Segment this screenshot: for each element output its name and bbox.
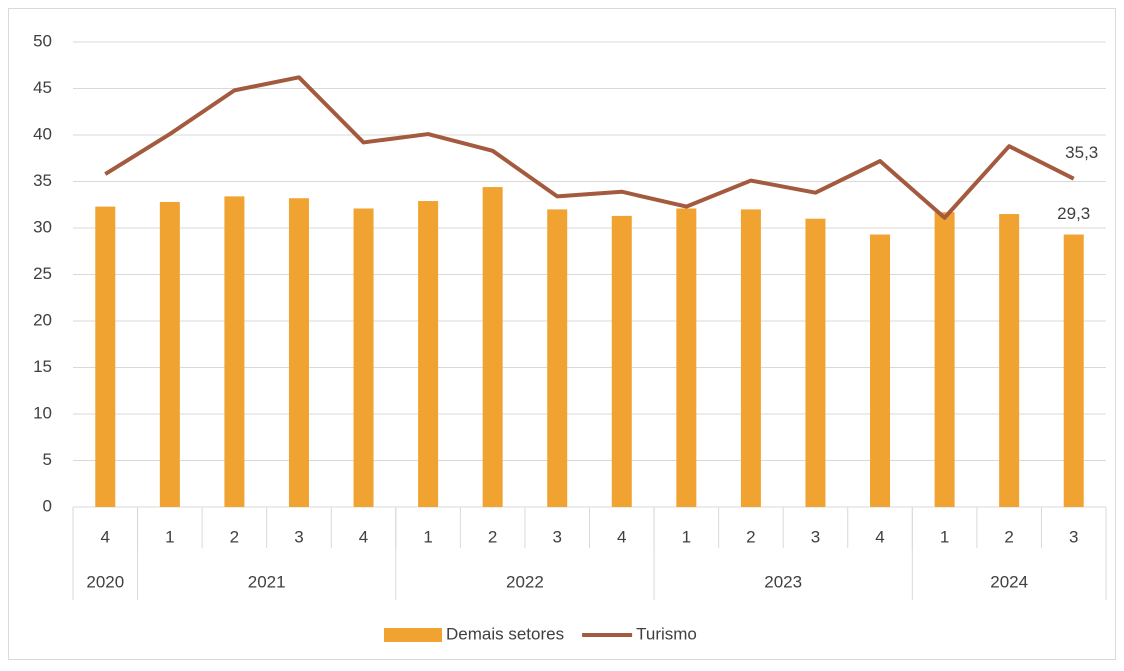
bar: [676, 208, 697, 507]
y-tick-label: 25: [33, 264, 52, 283]
y-tick-label: 20: [33, 310, 52, 329]
bar: [95, 206, 116, 508]
x-tick-label: 3: [552, 527, 561, 546]
x-tick-label: 1: [423, 527, 432, 546]
bar: [482, 187, 503, 507]
year-label: 2023: [764, 572, 802, 591]
x-tick-label: 4: [617, 527, 626, 546]
bar: [805, 218, 826, 507]
line: [104, 75, 1075, 220]
x-tick-label: 3: [811, 527, 820, 546]
y-tick-label: 35: [33, 171, 52, 190]
bar: [999, 214, 1020, 508]
x-tick-label: 1: [165, 527, 174, 546]
y-tick-label: 10: [33, 403, 52, 422]
bar: [611, 215, 632, 507]
x-tick-label: 2: [746, 527, 755, 546]
data-label: 35,3: [1065, 143, 1098, 162]
y-tick-label: 40: [33, 124, 52, 143]
bar: [870, 234, 891, 507]
bar: [418, 201, 439, 507]
x-tick-label: 2: [1004, 527, 1013, 546]
bar: [224, 196, 245, 507]
x-tick-label: 1: [682, 527, 691, 546]
legend-label: Demais setores: [446, 624, 564, 643]
y-tick-label: 5: [43, 450, 52, 469]
bar: [547, 209, 568, 507]
bar: [934, 212, 955, 507]
x-tick-label: 4: [101, 527, 110, 546]
year-label: 2021: [248, 572, 286, 591]
y-tick-label: 45: [33, 78, 52, 97]
year-label: 2024: [990, 572, 1028, 591]
year-label: 2022: [506, 572, 544, 591]
x-tick-label: 3: [1069, 527, 1078, 546]
x-tick-label: 1: [940, 527, 949, 546]
bar: [353, 208, 374, 507]
x-tick-label: 2: [488, 527, 497, 546]
y-tick-label: 50: [33, 31, 52, 50]
year-label: 2020: [86, 572, 124, 591]
x-tick-label: 4: [875, 527, 884, 546]
x-tick-label: 3: [294, 527, 303, 546]
x-tick-label: 4: [359, 527, 368, 546]
y-tick-label: 0: [43, 496, 52, 515]
y-tick-label: 15: [33, 357, 52, 376]
legend-label: Turismo: [636, 624, 697, 643]
bar: [740, 209, 761, 507]
bar: [288, 198, 309, 508]
data-label: 29,3: [1057, 204, 1090, 223]
legend-swatch: [384, 628, 442, 642]
x-tick-label: 2: [230, 527, 239, 546]
bar: [159, 201, 180, 507]
y-tick-label: 30: [33, 217, 52, 236]
bar: [1063, 234, 1084, 507]
